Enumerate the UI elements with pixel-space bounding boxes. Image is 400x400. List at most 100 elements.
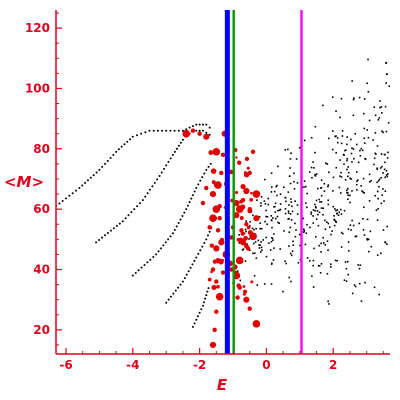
cloud-point — [277, 221, 279, 224]
curve-1-point — [201, 123, 204, 126]
curve-3-point — [140, 266, 143, 269]
cloud-point — [350, 152, 353, 155]
curve-3-point — [205, 168, 208, 171]
curve-3-point — [169, 235, 172, 238]
cloud-point — [335, 166, 338, 169]
cloud-point — [374, 114, 377, 117]
cloud-point — [382, 131, 384, 134]
curve-2-point — [162, 167, 165, 170]
curve-3-point — [183, 211, 186, 214]
curve-1-point — [140, 132, 143, 135]
curve-3-point — [157, 250, 160, 253]
cloud-point — [272, 217, 274, 219]
curve-3-point — [137, 269, 140, 272]
cloud-point — [272, 239, 274, 241]
cloud-point — [363, 142, 366, 144]
cloud-point — [381, 130, 383, 132]
red-point — [221, 258, 225, 262]
cloud-point — [271, 226, 273, 229]
curve-1-point — [156, 129, 159, 132]
cloud-point — [259, 227, 261, 230]
cloud-point — [317, 224, 320, 227]
cloud-point — [367, 250, 370, 253]
curve-2-point — [198, 129, 201, 132]
cloud-point — [322, 207, 325, 210]
cloud-point — [380, 106, 383, 108]
curve-4-point — [208, 230, 211, 233]
cloud-point — [380, 176, 383, 179]
cloud-point — [316, 210, 319, 212]
cloud-point — [278, 209, 281, 212]
cloud-point — [384, 105, 387, 108]
curve-4-point — [181, 280, 184, 283]
cloud-point — [288, 204, 290, 206]
curve-1-point — [126, 140, 129, 143]
cloud-point — [353, 157, 355, 160]
curve-2-point — [118, 222, 121, 225]
curve-1-point — [173, 129, 176, 132]
cloud-point — [328, 303, 330, 305]
red-point — [213, 245, 220, 252]
cloud-point — [274, 211, 277, 213]
cloud-point — [318, 198, 320, 201]
curve-1-point — [152, 129, 155, 132]
curve-1-point — [144, 131, 147, 134]
curve-3-point — [177, 221, 180, 224]
cloud-point — [285, 262, 288, 265]
cloud-point — [362, 177, 365, 180]
cloud-point — [379, 167, 382, 169]
cloud-point — [314, 175, 317, 177]
curve-3-point — [179, 218, 182, 221]
cloud-point — [293, 180, 295, 183]
cloud-point — [284, 149, 287, 151]
cloud-point — [302, 231, 305, 234]
cloud-point — [376, 181, 378, 184]
curve-2-point — [127, 214, 130, 217]
cloud-point — [244, 228, 247, 231]
curve-3-point — [162, 244, 165, 247]
cloud-point — [381, 194, 384, 196]
cloud-point — [349, 194, 351, 197]
cloud-point — [261, 249, 263, 251]
red-point — [210, 270, 213, 274]
cloud-point — [290, 198, 292, 200]
curve-2-point — [158, 174, 161, 177]
cloud-point — [289, 182, 292, 185]
cloud-point — [355, 235, 358, 237]
curve-1-point — [84, 181, 87, 184]
cloud-point — [298, 233, 301, 236]
red-point — [243, 171, 247, 175]
red-point — [211, 284, 217, 291]
cloud-point — [309, 171, 311, 173]
curve-1-point — [117, 148, 120, 151]
red-point — [252, 320, 261, 328]
cloud-point — [385, 82, 387, 84]
red-point — [246, 166, 250, 170]
curve-2-point — [121, 220, 124, 223]
cloud-point — [331, 148, 334, 151]
cloud-point — [381, 165, 383, 168]
cloud-point — [296, 182, 299, 184]
curve-2-point — [138, 202, 141, 205]
cloud-point — [320, 179, 323, 181]
curve-3-point — [134, 271, 137, 274]
red-point — [255, 218, 258, 221]
cloud-point — [303, 180, 306, 182]
cloud-point — [369, 230, 372, 233]
cloud-point — [327, 184, 330, 186]
cloud-point — [299, 244, 301, 247]
cloud-point — [340, 246, 343, 248]
cloud-point — [369, 180, 371, 183]
cloud-point — [318, 265, 321, 267]
cloud-point — [279, 193, 282, 195]
cloud-point — [265, 209, 267, 212]
y-tick-label: 40 — [33, 263, 50, 277]
cloud-point — [287, 210, 290, 213]
red-point — [214, 309, 219, 314]
curve-1-point — [205, 123, 208, 126]
curve-5-point — [191, 325, 194, 328]
cloud-point — [376, 254, 379, 256]
x-tick-label: 0 — [262, 358, 270, 372]
vertical-lines — [224, 10, 303, 354]
curve-3-point — [164, 241, 167, 244]
